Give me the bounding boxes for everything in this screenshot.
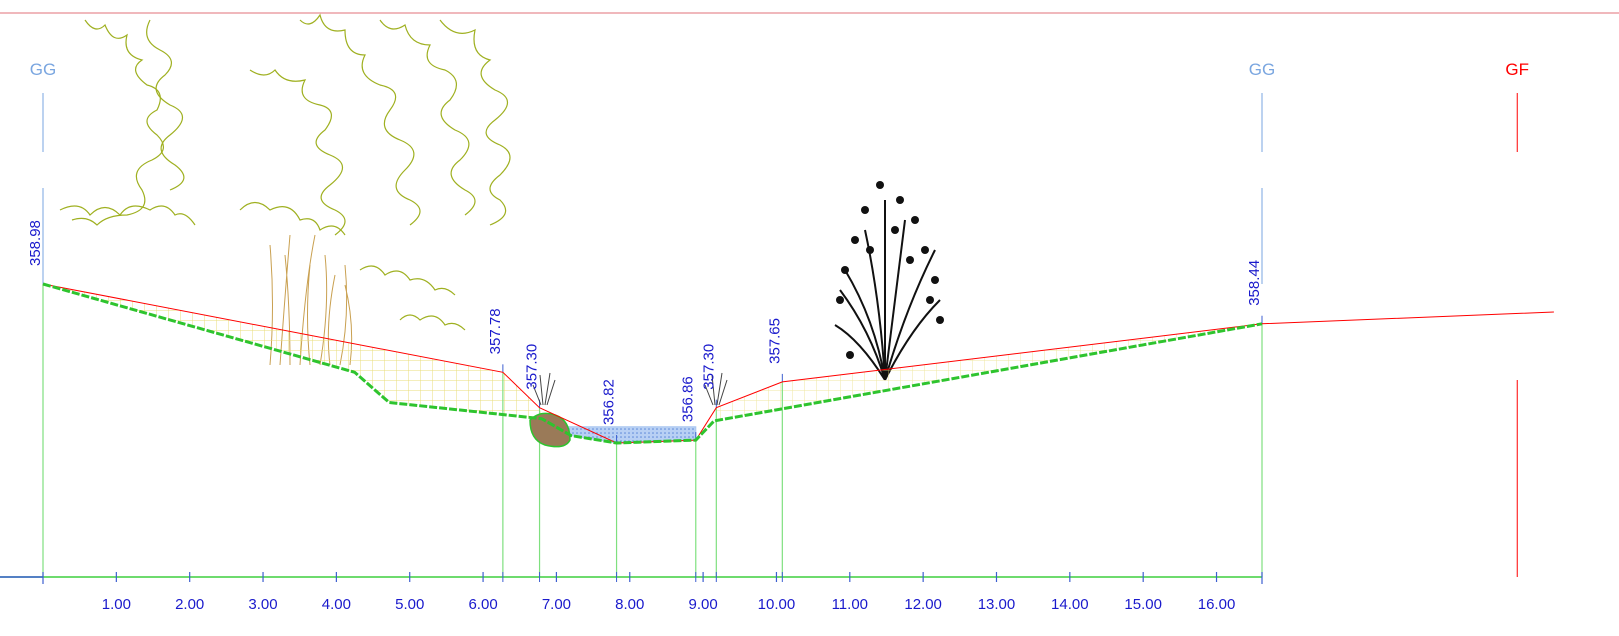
section-markers: GG GG GF	[30, 60, 1529, 577]
x-axis-tick-label: 10.00	[758, 596, 796, 613]
section-marker-label: GG	[30, 60, 56, 79]
x-axis-tick-label: 7.00	[542, 596, 571, 613]
x-axis-tick-label: 12.00	[904, 596, 942, 613]
x-axis-tick-label: 13.00	[978, 596, 1016, 613]
elevation-label: 357.78	[487, 308, 504, 354]
section-marker-label: GG	[1249, 60, 1275, 79]
x-axis-tick-label: 15.00	[1124, 596, 1162, 613]
x-axis-tick-label: 5.00	[395, 596, 424, 613]
x-axis-tick-label: 14.00	[1051, 596, 1089, 613]
elevation-label: 357.30	[523, 344, 540, 390]
x-axis-tick-label: 11.00	[832, 596, 868, 613]
left-bank-hatch	[43, 284, 542, 419]
grass-tuft-illustration	[269, 234, 353, 366]
x-axis-tick-label: 9.00	[689, 596, 718, 613]
elevation-label: 358.44	[1246, 260, 1263, 306]
cut-fill-hatching	[43, 284, 1262, 421]
x-axis-tick-label: 2.00	[175, 596, 204, 613]
elevation-label: 358.98	[27, 220, 44, 266]
shrub-illustration	[834, 200, 941, 381]
x-axis-tick-label: 6.00	[468, 596, 497, 613]
elevation-label: 357.65	[766, 318, 783, 364]
x-axis: 1.00 2.00 3.00 4.00 5.00 6.00 7.00 8.00 9.00 10.0…	[0, 572, 1263, 613]
x-axis-tick-label: 16.00	[1198, 596, 1236, 613]
x-axis-tick-label: 8.00	[615, 596, 644, 613]
x-axis-tick-label: 4.00	[322, 596, 351, 613]
x-axis-tick-label: 1.00	[102, 596, 131, 613]
shrub-leaf-clusters	[836, 181, 944, 359]
x-axis-tick-label: 3.00	[248, 596, 277, 613]
elevation-label: 356.82	[601, 379, 618, 425]
elevation-label: 356.86	[680, 376, 697, 422]
station-lines	[42, 188, 1263, 577]
elevation-label: 357.30	[700, 344, 717, 390]
section-marker-label: GF	[1505, 60, 1529, 79]
bank-plant-right	[704, 372, 728, 406]
rock-illustration	[529, 412, 571, 448]
bank-plant-left	[532, 372, 556, 406]
design-profile-line	[42, 282, 1263, 445]
tree-outline-illustration	[59, 13, 511, 331]
